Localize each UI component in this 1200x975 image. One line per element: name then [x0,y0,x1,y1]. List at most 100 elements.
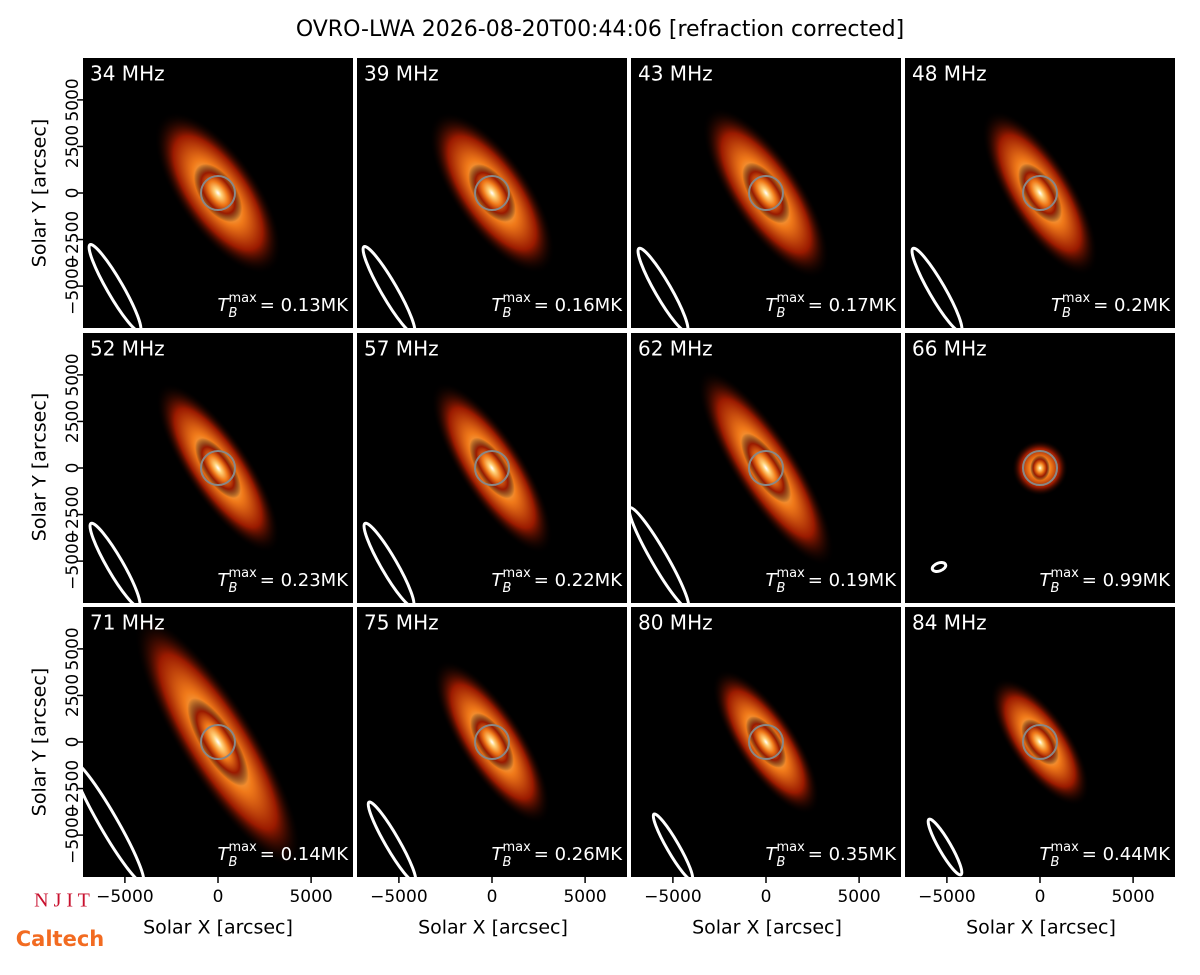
tb-sup: max [502,566,531,581]
x-tick-label: 0 [213,887,224,907]
solar-disk [748,724,784,760]
beam [83,759,146,877]
x-tick-label: −5000 [370,887,428,907]
beam [362,521,416,603]
tb-value: = 0.14MK [260,844,349,865]
emission-core [468,164,516,222]
tb-symbol: T [492,295,505,316]
emission-core [193,163,243,223]
tb-value: = 0.2MK [1093,295,1171,316]
beam [926,817,964,877]
panel-label: 34 MHz [90,62,165,86]
beam [88,521,142,603]
tb-value: = 0.17MK [808,295,897,316]
tb-symbol: T [1040,844,1053,865]
tb-sup: max [228,840,257,855]
y-tick-label: 0 [63,188,83,199]
solar-disk [474,175,510,211]
tb-annotation: TBmax = 0.13MK [218,291,350,321]
tb-value: = 0.22MK [534,570,623,591]
emission-core [740,433,792,503]
solar-disk [200,724,236,760]
tb-sup: max [776,291,805,306]
tb-sup: max [502,291,531,306]
tb-sub: B [777,855,786,870]
tb-sup: max [228,291,257,306]
emission-core [470,713,514,771]
emission-core [1030,455,1050,481]
tb-sub: B [503,306,512,321]
panel: 84 MHz TBmax = 0.44MK −5000 0 5000 [905,607,1175,907]
x-tick-label: 5000 [837,887,880,907]
y-tick-label: 5000 [63,627,83,670]
panel-image [631,333,901,603]
tb-sup: max [228,566,257,581]
y-tick-label: 5000 [63,353,83,396]
panel-image [83,333,353,603]
tb-annotation: TBmax = 0.23MK [218,566,350,596]
x-tick-label: 0 [487,887,498,907]
panel-label: 52 MHz [90,337,165,361]
y-tick-label: −2500 [63,486,83,544]
beam [87,243,143,328]
solar-disk [474,724,510,760]
tb-sub: B [229,855,238,870]
solar-disk [474,450,510,486]
panel-label: 39 MHz [364,62,439,86]
x-tick-label: 0 [761,887,772,907]
panel-image [631,607,901,877]
tb-sup: max [776,840,805,855]
panel-label: 43 MHz [638,62,713,86]
x-tick-label: −5000 [918,887,976,907]
panel-label: 57 MHz [364,337,439,361]
panel: 39 MHz TBmax = 0.16MK [357,58,627,328]
panel: 66 MHz TBmax = 0.99MK [905,333,1175,603]
tb-value: = 0.19MK [808,570,897,591]
tb-value: = 0.99MK [1082,570,1171,591]
beam [361,245,417,328]
panel-image [905,333,1175,603]
tb-sup: max [1062,291,1091,306]
y-axis-label: Solar Y [arcsec] [29,393,51,541]
x-tick-label: 5000 [289,887,332,907]
panel: 75 MHz TBmax = 0.26MK −5000 0 5000 [357,607,627,907]
tb-symbol: T [218,570,231,591]
tb-sub: B [777,306,786,321]
y-axis-label: Solar Y [arcsec] [29,119,51,267]
beam [366,800,418,877]
tb-value: = 0.16MK [534,295,623,316]
y-tick-label: 2500 [63,125,83,168]
beam [636,246,690,328]
panel-image [357,58,627,328]
solar-disk [1022,724,1058,760]
y-tick-label: −5000 [63,257,83,315]
figure-title: OVRO-LWA 2026-08-20T00:44:06 [refraction… [296,17,904,42]
solar-disk [1022,450,1058,486]
x-tick-label: 0 [1035,887,1046,907]
tb-sub: B [1062,306,1071,321]
tb-symbol: T [766,295,779,316]
tb-value: = 0.26MK [534,844,623,865]
tb-annotation: TBmax = 0.22MK [492,566,624,596]
tb-annotation: TBmax = 0.35MK [766,840,898,870]
y-tick-label: 2500 [63,674,83,717]
panel-image [631,58,901,328]
beam [651,812,695,877]
emission-core [1021,719,1059,765]
panel: 80 MHz TBmax = 0.35MK −5000 0 5000 [631,607,901,907]
panel-label: 66 MHz [912,337,987,361]
panel-label: 62 MHz [638,337,713,361]
y-tick-label: −2500 [63,211,83,269]
panel-image [357,607,627,877]
emission-core [187,698,249,786]
y-tick-label: −5000 [63,532,83,590]
emission-core [742,162,790,224]
tb-sup: max [1050,566,1079,581]
logo: N J I T [34,890,90,912]
x-axis-label: Solar X [arcsec] [966,917,1116,939]
panel: 34 MHz TBmax = 0.13MK −5000−2500 0 2500 5000 [63,58,353,328]
solar-disk [200,450,236,486]
tb-sub: B [229,306,238,321]
tb-sub: B [503,855,512,870]
